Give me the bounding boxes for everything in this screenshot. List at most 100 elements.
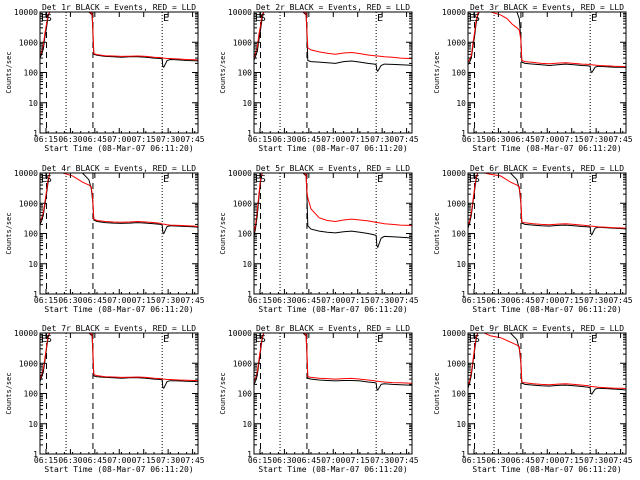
x-tick-label: 07:15 xyxy=(132,296,156,305)
event-marker-label: E xyxy=(163,334,169,345)
event-marker-label: E xyxy=(377,13,383,24)
event-marker-label: E xyxy=(163,174,169,185)
x-tick-label: 07:15 xyxy=(560,296,584,305)
y-tick-label: 100 xyxy=(452,390,467,399)
x-tick-label: 06:30 xyxy=(58,456,82,465)
x-tick-label: 07:45 xyxy=(609,296,633,305)
x-tick-label: 06:30 xyxy=(486,456,510,465)
x-axis-label: Start Time (08-Mar-07 06:11:20) xyxy=(472,144,621,153)
x-tick-label: 06:15 xyxy=(248,296,272,305)
detector-panel: Det 9r BLACK = Events, RED = LLD Counts/s… xyxy=(433,324,633,474)
y-tick-label: 10000 xyxy=(14,8,38,17)
y-tick-label: 100 xyxy=(24,69,39,78)
y-tick-label: 1000 xyxy=(233,38,252,47)
y-tick-label: 1000 xyxy=(447,359,466,368)
lld-series-line xyxy=(468,333,626,390)
lld-series-line xyxy=(254,12,412,59)
event-marker-label: S xyxy=(474,13,480,24)
panel-title: Det 1r BLACK = Events, RED = LLD xyxy=(42,3,196,12)
x-tick-label: 06:15 xyxy=(248,135,272,144)
x-tick-label: 06:30 xyxy=(272,296,296,305)
y-tick-label: 1000 xyxy=(447,199,466,208)
y-tick-label: 100 xyxy=(238,69,253,78)
x-tick-label: 07:45 xyxy=(181,135,205,144)
y-axis-label: Counts/sec xyxy=(433,51,441,93)
x-tick-label: 07:30 xyxy=(370,456,394,465)
y-tick-label: 1 xyxy=(461,129,466,138)
event-marker-label: E xyxy=(377,334,383,345)
y-axis-label: Counts/sec xyxy=(5,372,13,414)
x-tick-label: 07:00 xyxy=(321,296,345,305)
event-marker-label: E xyxy=(255,334,261,345)
x-axis-label: Start Time (08-Mar-07 06:11:20) xyxy=(44,465,193,474)
y-tick-label: 1000 xyxy=(19,199,38,208)
x-tick-label: 06:15 xyxy=(34,135,58,144)
x-tick-label: 07:00 xyxy=(321,135,345,144)
detector-panel: Det 4r BLACK = Events, RED = LLD Counts/s… xyxy=(5,164,205,314)
x-axis-label: Start Time (08-Mar-07 06:11:20) xyxy=(472,465,621,474)
y-axis-label: Counts/sec xyxy=(5,51,13,93)
event-marker-label: E xyxy=(41,334,47,345)
x-tick-label: 07:30 xyxy=(156,135,180,144)
y-tick-label: 10 xyxy=(456,99,466,108)
y-tick-label: 10000 xyxy=(442,8,466,17)
y-tick-label: 1000 xyxy=(19,38,38,47)
y-tick-label: 1 xyxy=(247,450,252,459)
y-tick-label: 1 xyxy=(461,450,466,459)
y-tick-label: 10000 xyxy=(14,169,38,178)
x-tick-label: 07:45 xyxy=(181,456,205,465)
event-marker-label: S xyxy=(474,334,480,345)
x-tick-label: 06:30 xyxy=(272,135,296,144)
y-tick-label: 10000 xyxy=(442,329,466,338)
lld-series-line xyxy=(254,173,412,234)
lld-series-line xyxy=(40,173,198,227)
panel-title: Det 2r BLACK = Events, RED = LLD xyxy=(256,3,410,12)
event-marker-label: E xyxy=(591,13,597,24)
y-axis-label: Counts/sec xyxy=(5,212,13,254)
x-tick-label: 07:15 xyxy=(346,456,370,465)
panel-title: Det 3r BLACK = Events, RED = LLD xyxy=(470,3,624,12)
event-marker-label: E xyxy=(377,174,383,185)
lld-series-line xyxy=(40,333,198,382)
event-marker-label: E xyxy=(591,174,597,185)
y-tick-label: 1 xyxy=(247,290,252,299)
x-tick-label: 07:30 xyxy=(156,296,180,305)
x-axis-label: Start Time (08-Mar-07 06:11:20) xyxy=(44,305,193,314)
y-tick-label: 10 xyxy=(28,99,38,108)
x-tick-label: 06:45 xyxy=(511,456,535,465)
y-axis-label: Counts/sec xyxy=(433,212,441,254)
x-tick-label: 07:00 xyxy=(107,456,131,465)
x-tick-label: 06:45 xyxy=(297,456,321,465)
x-tick-label: 06:45 xyxy=(83,296,107,305)
lld-series-line xyxy=(40,12,198,61)
x-tick-label: 07:00 xyxy=(535,456,559,465)
event-marker-label: E xyxy=(255,13,261,24)
event-marker-label: E xyxy=(469,174,475,185)
x-tick-label: 07:15 xyxy=(132,456,156,465)
events-series-line xyxy=(254,173,412,249)
y-tick-label: 10000 xyxy=(228,329,252,338)
event-marker-label: E xyxy=(41,174,47,185)
event-marker-label: E xyxy=(163,13,169,24)
x-tick-label: 06:45 xyxy=(297,135,321,144)
event-marker-label: E xyxy=(591,334,597,345)
detector-panel: Det 7r BLACK = Events, RED = LLD Counts/s… xyxy=(5,324,205,474)
x-tick-label: 07:00 xyxy=(535,296,559,305)
y-tick-label: 10 xyxy=(28,420,38,429)
y-tick-label: 1 xyxy=(33,290,38,299)
y-axis-label: Counts/sec xyxy=(433,372,441,414)
y-tick-label: 10000 xyxy=(442,169,466,178)
x-tick-label: 07:45 xyxy=(395,456,419,465)
detector-panel: Det 5r BLACK = Events, RED = LLD Counts/s… xyxy=(219,164,419,314)
lld-series-line xyxy=(468,173,626,229)
event-marker-label: E xyxy=(469,13,475,24)
x-tick-label: 06:30 xyxy=(272,456,296,465)
x-axis-label: Start Time (08-Mar-07 06:11:20) xyxy=(258,144,407,153)
x-tick-label: 07:15 xyxy=(560,456,584,465)
y-tick-label: 100 xyxy=(24,230,39,239)
x-tick-label: 06:15 xyxy=(462,456,486,465)
event-marker-label: E xyxy=(469,334,475,345)
event-marker-label: S xyxy=(46,13,52,24)
